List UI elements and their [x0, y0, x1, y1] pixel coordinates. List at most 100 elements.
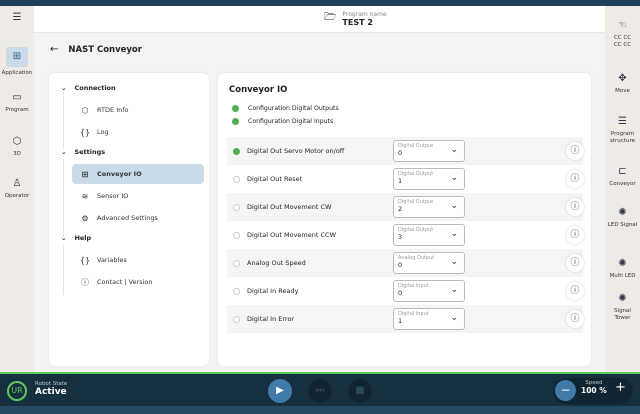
info-button[interactable]: ⓘ [566, 282, 584, 300]
info-button[interactable]: ⓘ [566, 198, 584, 216]
select-label: Analog Output [398, 255, 435, 261]
rail-led-signal[interactable]: ✺ LED Signal [605, 207, 640, 229]
status-dot [233, 259, 240, 267]
right-rail: ☜ CC CC CC CC ✥ Move ☰ Program structure ⊏ C… [605, 6, 640, 372]
bottom-bar: UR Robot State Active ▶ ⏭ ■ − Speed 100 % … [0, 372, 640, 406]
play-button[interactable]: ▶ [268, 379, 292, 403]
nav-item-contact-version[interactable]: ⓘ Contact | Version [72, 272, 204, 292]
io-select[interactable]: Digital Input 1 ⌄ [393, 308, 465, 330]
rail-operator[interactable]: ♙ Operator [0, 178, 34, 200]
speed-control: − Speed 100 % + [553, 378, 633, 404]
io-select[interactable]: Analog Output 0 ⌄ [393, 252, 465, 274]
stop-button[interactable]: ■ [348, 379, 372, 403]
io-select[interactable]: Digital Output 3 ⌄ [393, 224, 465, 246]
io-select[interactable]: Digital Output 0 ⌄ [393, 140, 465, 162]
chevron-down-icon: ⌄ [450, 201, 458, 211]
io-name: Digital Out Movement CW [233, 203, 331, 211]
info-button[interactable]: ⓘ [566, 310, 584, 328]
select-value: 2 [398, 205, 403, 213]
select-value: 3 [398, 233, 403, 241]
config-label: Configuration Digital Outputs [248, 105, 339, 112]
config-label: Configuration Digital Inputs [248, 118, 334, 125]
select-label: Digital Output [398, 199, 434, 205]
nav-section-settings[interactable]: ⌄ Settings [61, 148, 105, 156]
rail-conveyor[interactable]: ⊏ Conveyor [605, 166, 640, 188]
rail-label: Conveyor [609, 181, 636, 187]
nav-item-conveyor-io[interactable]: ⊞ Conveyor IO [72, 164, 204, 184]
status-dot [233, 287, 240, 295]
io-select[interactable]: Digital Output 1 ⌄ [393, 168, 465, 190]
rail-label: CC CC CC CC [613, 35, 632, 48]
robot-state-value: Active [35, 387, 67, 397]
rail-program[interactable]: ▭ Program [0, 92, 34, 114]
rail-label: Program [5, 107, 29, 113]
rail-label: Move [615, 88, 630, 94]
config-status: Configuration Digital Outputs [232, 105, 339, 112]
info-icon: ⓘ [570, 230, 580, 240]
step-button[interactable]: ⏭ [308, 379, 332, 403]
program-name[interactable]: 🗁 Program name TEST 2 [324, 10, 387, 27]
status-dot [233, 147, 240, 155]
cube-icon: ⬡ [12, 136, 22, 147]
chevron-down-icon: ⌄ [450, 257, 458, 267]
rail-application[interactable]: ⊞ Application [0, 47, 34, 77]
footer-strip [0, 406, 640, 414]
menu-button[interactable]: ☰ [0, 12, 34, 27]
rail-label: Multi LED [609, 273, 636, 279]
io-row: Digital In Error Digital Input 1 ⌄ ⓘ [227, 305, 584, 333]
info-icon: ⓘ [81, 277, 89, 287]
io-row: Analog Out Speed Analog Output 0 ⌄ ⓘ [227, 249, 584, 277]
speed-decrease-button[interactable]: − [555, 380, 576, 401]
divider [63, 93, 64, 149]
select-label: Digital Output [398, 171, 434, 177]
info-button[interactable]: ⓘ [566, 226, 584, 244]
io-name: Digital Out Servo Motor on/off [233, 147, 344, 155]
info-button[interactable]: ⓘ [566, 254, 584, 272]
nav-item-sensor-io[interactable]: ≋ Sensor IO [72, 186, 204, 206]
status-dot [232, 105, 239, 112]
io-select[interactable]: Digital Input 0 ⌄ [393, 280, 465, 302]
nav-section-connection[interactable]: ⌄ Connection [61, 84, 116, 92]
nav-section-help[interactable]: ⌄ Help [61, 234, 91, 242]
nav-item-variables[interactable]: {} Variables [72, 250, 204, 270]
page-title: ← NAST Conveyor [50, 44, 142, 55]
nav-item-rtde-info[interactable]: ⬡ RTDE Info [72, 100, 204, 120]
status-dot [233, 203, 240, 211]
speed-increase-button[interactable]: + [615, 380, 626, 395]
io-row: Digital Out Reset Digital Output 1 ⌄ ⓘ [227, 165, 584, 193]
rail-3d[interactable]: ⬡ 3D [0, 136, 34, 158]
select-label: Digital Output [398, 143, 434, 149]
robot-state[interactable]: Robot State Active [35, 381, 67, 397]
nav-label: Log [97, 128, 109, 136]
stop-icon: ■ [355, 385, 365, 396]
rail-signal-tower[interactable]: ✺ Signal Tower [605, 293, 640, 321]
rail-cc[interactable]: ☜ CC CC CC CC [605, 20, 640, 48]
rail-label: Program structure [610, 131, 635, 144]
config-status: Configuration Digital Inputs [232, 118, 333, 125]
top-strip [0, 0, 640, 6]
nav-label: Contact | Version [97, 278, 153, 286]
section-label: Settings [74, 148, 106, 156]
rail-label: LED Signal [607, 222, 638, 228]
back-arrow-icon[interactable]: ← [50, 44, 59, 55]
info-icon: ⓘ [570, 174, 580, 184]
io-name: Digital Out Movement CCW [233, 231, 336, 239]
window-icon: ▭ [12, 92, 22, 103]
io-select[interactable]: Digital Output 2 ⌄ [393, 196, 465, 218]
gear-icon: ⚙ [81, 213, 89, 223]
rail-program-structure[interactable]: ☰ Program structure [605, 116, 640, 144]
rail-move[interactable]: ✥ Move [605, 73, 640, 95]
nav-label: Conveyor IO [97, 170, 142, 178]
select-label: Digital Output [398, 227, 434, 233]
chevron-down-icon: ⌄ [61, 148, 67, 156]
led-icon: ✺ [618, 258, 627, 269]
info-button[interactable]: ⓘ [566, 142, 584, 160]
nav-item-log[interactable]: {} Log [72, 122, 204, 142]
rail-label: Application [1, 70, 33, 76]
info-button[interactable]: ⓘ [566, 170, 584, 188]
braces-icon: {} [80, 255, 91, 265]
nav-item-advanced-settings[interactable]: ⚙ Advanced Settings [72, 208, 204, 228]
nav-label: Advanced Settings [97, 214, 158, 222]
folder-icon: 🗁 [324, 12, 337, 23]
rail-multi-led[interactable]: ✺ Multi LED [605, 258, 640, 280]
